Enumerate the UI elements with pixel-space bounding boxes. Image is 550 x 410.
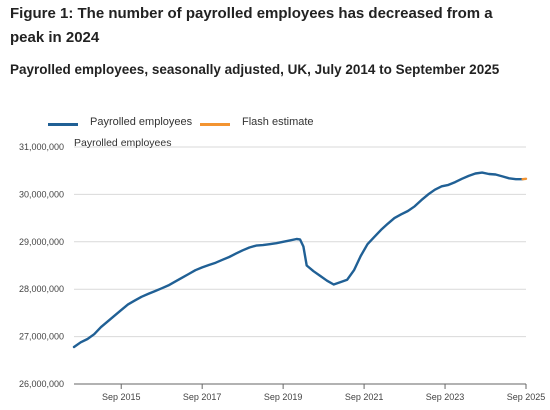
x-axis-ticks: Sep 2015 Sep 2017 Sep 2019 Sep 2021 Sep 2023… bbox=[102, 384, 545, 402]
y-axis-label: Payrolled employees bbox=[74, 137, 171, 149]
y-tick-label: 27,000,000 bbox=[19, 332, 64, 342]
chart-subtitle: Payrolled employees, seasonally adjusted… bbox=[10, 62, 500, 77]
series-line-payrolled bbox=[72, 171, 524, 349]
y-tick-label: 31,000,000 bbox=[19, 142, 64, 152]
grid bbox=[74, 146, 526, 385]
legend-label-payrolled: Payrolled employees bbox=[90, 116, 193, 128]
legend-swatch-payrolled bbox=[48, 123, 78, 126]
y-tick-label: 29,000,000 bbox=[19, 237, 64, 247]
x-tick-label: Sep 2015 bbox=[102, 392, 141, 402]
legend-label-flash: Flash estimate bbox=[242, 116, 314, 128]
x-tick-label: Sep 2021 bbox=[345, 392, 384, 402]
y-tick-label: 30,000,000 bbox=[19, 189, 64, 199]
y-axis-ticks: 26,000,000 27,000,000 28,000,000 29,000,000… bbox=[19, 142, 64, 389]
y-tick-label: 26,000,000 bbox=[19, 379, 64, 389]
x-tick-label: Sep 2019 bbox=[264, 392, 303, 402]
y-tick-label: 28,000,000 bbox=[19, 284, 64, 294]
legend-swatch-flash bbox=[200, 123, 230, 126]
chart-title: Figure 1: The number of payrolled employ… bbox=[10, 5, 493, 46]
x-tick-label: Sep 2023 bbox=[426, 392, 465, 402]
series-lines bbox=[72, 171, 528, 349]
x-tick-label: Sep 2025 bbox=[507, 392, 546, 402]
x-tick-label: Sep 2017 bbox=[183, 392, 222, 402]
